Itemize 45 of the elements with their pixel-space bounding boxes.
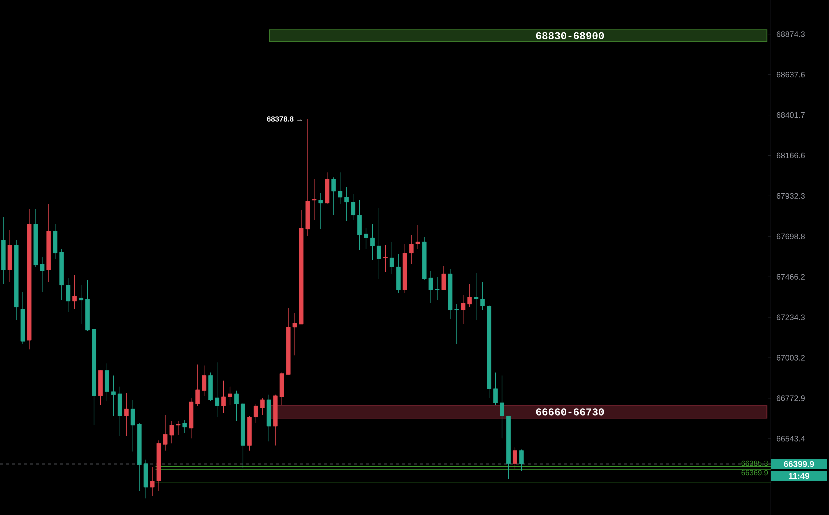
candlestick <box>105 363 110 402</box>
candlestick <box>519 449 524 472</box>
candlestick <box>338 172 343 205</box>
candlestick <box>228 386 232 406</box>
candlestick <box>364 228 368 250</box>
candlestick <box>494 372 498 406</box>
candlestick <box>202 365 207 396</box>
candlestick <box>53 224 58 260</box>
candlestick <box>111 375 116 416</box>
candlestick <box>118 386 122 437</box>
candlestick <box>325 172 330 205</box>
candlestick <box>234 390 239 422</box>
candlestick <box>182 420 188 434</box>
candlestick <box>474 272 479 321</box>
candlestick <box>351 194 356 221</box>
candlestick <box>66 278 71 313</box>
candlestick <box>312 179 317 221</box>
candlestick <box>130 400 136 452</box>
candlestick <box>72 274 78 310</box>
band-label: 68830-68900 <box>536 32 604 40</box>
candlestick <box>390 242 394 274</box>
candlestick <box>442 266 446 290</box>
candlestick <box>79 284 84 325</box>
candlestick <box>500 375 504 439</box>
candlestick <box>318 193 324 230</box>
candlestick <box>260 398 265 416</box>
candlestick <box>513 447 518 470</box>
candlestick <box>461 294 466 325</box>
candlestick <box>196 364 200 406</box>
candlestick <box>396 254 401 294</box>
candlestick <box>124 392 129 437</box>
text: 11:49 <box>789 473 810 480</box>
candlestick <box>468 284 472 308</box>
candlestick <box>332 177 336 216</box>
candlestick <box>358 200 362 250</box>
candlestick <box>377 208 382 280</box>
candlestick <box>254 404 258 424</box>
candlestick <box>344 187 350 222</box>
candlestick <box>480 282 486 310</box>
candlestick <box>222 380 226 414</box>
band-label: 66660-66730 <box>536 408 604 416</box>
candlestick <box>370 224 375 260</box>
ref-line-label: 66399.9 <box>784 461 814 468</box>
candlestick <box>215 362 220 418</box>
candlestick <box>383 244 388 272</box>
